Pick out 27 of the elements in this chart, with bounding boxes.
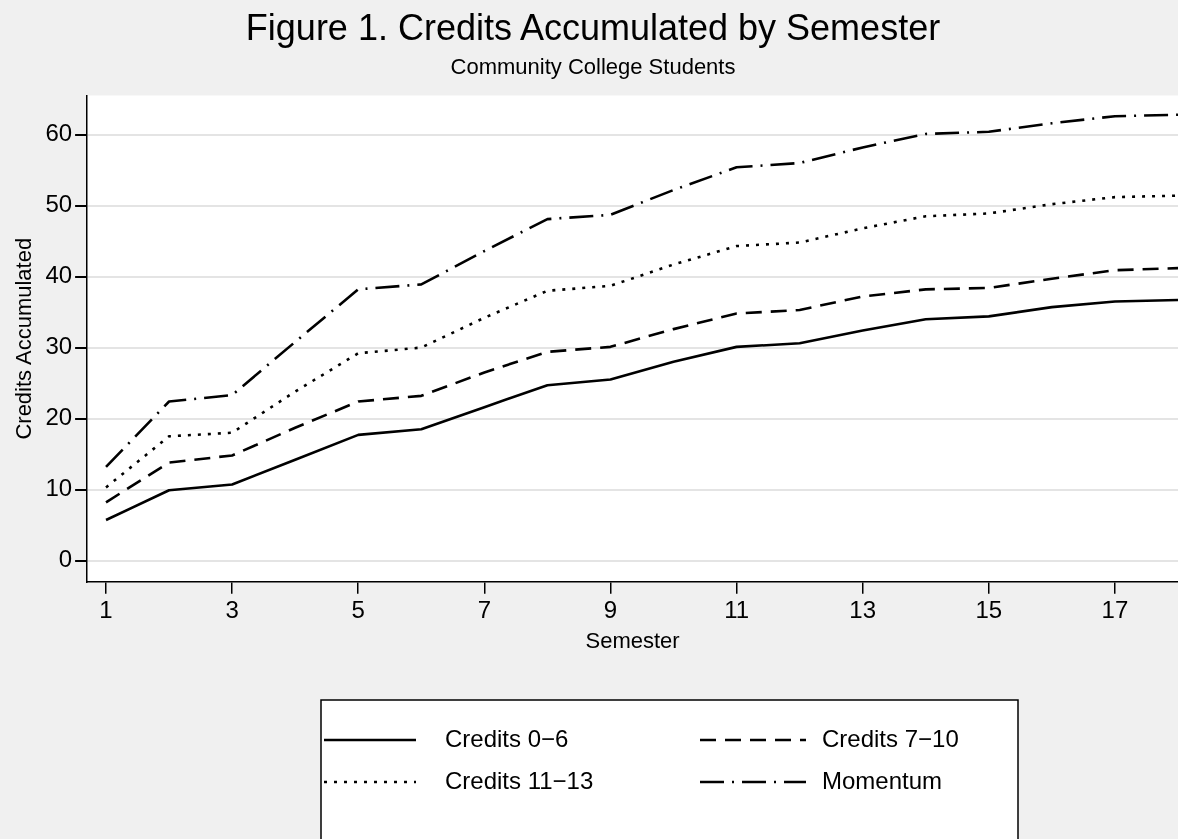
- line-series: [104, 113, 1178, 469]
- x-tick-label: 1: [99, 595, 113, 623]
- x-tick-label: 17: [1101, 595, 1129, 623]
- x-tick-label: 9: [603, 595, 618, 623]
- y-tick-label: 50: [45, 190, 73, 218]
- y-tick-label: 30: [45, 332, 73, 360]
- x-tick-label: 15: [975, 595, 1003, 623]
- x-tick-label: 7: [477, 595, 492, 623]
- legend-label: Credits 7−10: [822, 724, 959, 752]
- y-tick-label: 0: [58, 545, 73, 573]
- legend-label: Credits 0−6: [445, 724, 569, 752]
- legend-label: Momentum: [822, 766, 943, 794]
- line-series: [104, 266, 1178, 504]
- line-series: [104, 194, 1178, 489]
- chart-title: Figure 1. Credits Accumulated by Semester: [245, 6, 941, 48]
- chart-subtitle: Community College Students: [450, 54, 736, 80]
- y-tick-label: 10: [45, 474, 73, 502]
- x-tick-label: 13: [849, 595, 877, 623]
- x-tick-label: 3: [225, 595, 239, 623]
- x-tick-label: 5: [351, 595, 365, 623]
- x-tick-label: 11: [724, 595, 750, 623]
- legend-label: Credits 11−13: [445, 766, 594, 794]
- x-axis-title: Semester: [585, 627, 680, 653]
- y-tick-label: 40: [45, 261, 73, 289]
- y-tick-label: 20: [45, 403, 73, 431]
- y-axis-title: Credits Accumulated: [11, 237, 37, 440]
- y-tick-label: 60: [45, 119, 73, 147]
